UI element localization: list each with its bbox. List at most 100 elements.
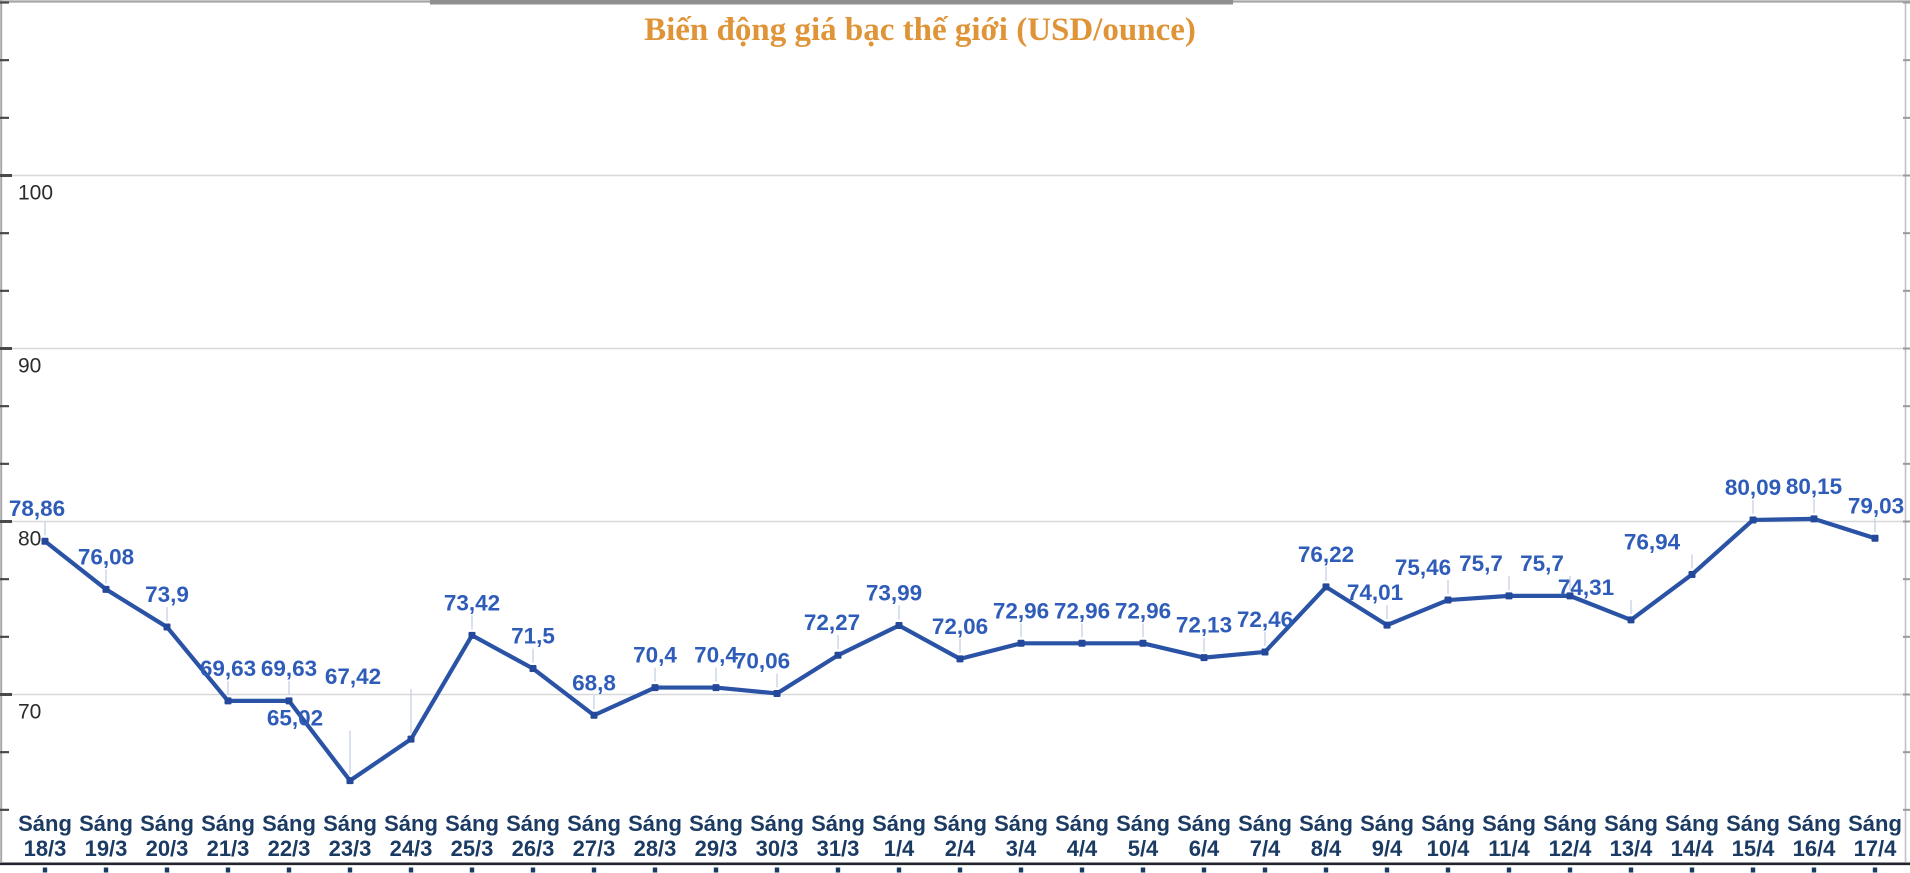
x-axis-tick (591, 867, 597, 873)
x-axis-tick (1079, 867, 1085, 873)
x-axis-category-label: Sáng 19/3 (79, 811, 133, 861)
data-point-marker (102, 585, 110, 593)
data-point-marker (1810, 515, 1818, 523)
x-axis-tick (530, 867, 536, 873)
x-axis-tick (225, 867, 231, 873)
data-point-marker (224, 697, 232, 705)
point-value-label: 65,02 (267, 706, 323, 731)
data-point-marker (1078, 639, 1086, 647)
point-value-label: 75,7 (1459, 551, 1503, 576)
chart-title: Biến động giá bạc thế giới (USD/ounce) (644, 12, 1196, 48)
data-point-marker (773, 689, 781, 697)
data-point-marker (529, 665, 537, 673)
x-axis-category-label: Sáng 18/3 (18, 811, 72, 861)
point-value-label: 78,86 (9, 496, 65, 521)
data-point-marker (1627, 616, 1635, 624)
x-axis-tick (713, 867, 719, 873)
x-axis-category-label: Sáng 30/3 (750, 811, 804, 861)
x-axis-category-label: Sáng 7/4 (1238, 811, 1292, 861)
point-value-label: 74,01 (1347, 580, 1403, 605)
x-axis-category-label: Sáng 29/3 (689, 811, 743, 861)
x-axis-category-label: Sáng 12/4 (1543, 811, 1597, 861)
y-axis-tick-label: 80 (18, 528, 41, 551)
x-axis-category-label: Sáng 23/3 (323, 811, 377, 861)
x-axis-category-label: Sáng 28/3 (628, 811, 682, 861)
x-axis-tick (1384, 867, 1390, 873)
x-axis-tick (42, 867, 48, 873)
x-axis-category-label: Sáng 21/3 (201, 811, 255, 861)
x-axis-category-label: Sáng 20/3 (140, 811, 194, 861)
x-axis-tick (835, 867, 841, 873)
point-value-label: 72,96 (993, 598, 1049, 623)
x-axis-category-label: Sáng 8/4 (1299, 811, 1353, 861)
point-value-label: 72,46 (1237, 607, 1293, 632)
data-point-marker (163, 623, 171, 631)
x-axis-category-label: Sáng 25/3 (445, 811, 499, 861)
data-point-marker (1139, 639, 1147, 647)
point-value-label: 73,42 (444, 590, 500, 615)
data-point-marker (1322, 583, 1330, 591)
x-axis-category-label: Sáng 2/4 (933, 811, 987, 861)
top-scrollbar-thumb[interactable] (430, 0, 1233, 5)
x-axis-tick (1140, 867, 1146, 873)
x-axis-category-label: Sáng 11/4 (1482, 811, 1536, 861)
x-axis-category-label: Sáng 27/3 (567, 811, 621, 861)
data-point-marker (1017, 639, 1025, 647)
x-axis-category-label: Sáng 4/4 (1055, 811, 1109, 861)
data-point-marker (1444, 596, 1452, 604)
x-axis-tick (286, 867, 292, 873)
x-axis-category-label: Sáng 31/3 (811, 811, 865, 861)
x-axis-category-label: Sáng 6/4 (1177, 811, 1231, 861)
data-point-marker (834, 651, 842, 659)
x-axis-tick (469, 867, 475, 873)
x-axis-tick (1445, 867, 1451, 873)
point-value-label: 73,99 (866, 580, 922, 605)
data-point-marker (651, 684, 659, 692)
x-axis-category-label: Sáng 26/3 (506, 811, 560, 861)
x-axis-tick (896, 867, 902, 873)
point-value-label: 71,5 (511, 624, 555, 649)
point-value-label: 70,4 (633, 643, 677, 668)
x-axis-category-label: Sáng 24/3 (384, 811, 438, 861)
point-value-label: 72,13 (1176, 613, 1232, 638)
x-axis-category-label: Sáng 17/4 (1848, 811, 1902, 861)
x-axis-tick (1323, 867, 1329, 873)
x-axis-tick (1506, 867, 1512, 873)
data-point-marker (1566, 592, 1574, 600)
x-axis-tick (1262, 867, 1268, 873)
x-axis-tick (1628, 867, 1634, 873)
x-axis-category-label: Sáng 5/4 (1116, 811, 1170, 861)
point-value-label: 70,06 (734, 648, 790, 673)
data-point-marker (1749, 516, 1757, 524)
y-axis-tick-label: 70 (18, 701, 41, 724)
point-value-label: 69,63 (200, 656, 256, 681)
x-axis-tick (957, 867, 963, 873)
x-axis-category-label: Sáng 16/4 (1787, 811, 1841, 861)
x-axis-tick (103, 867, 109, 873)
x-axis-tick (1750, 867, 1756, 873)
x-axis-tick (774, 867, 780, 873)
point-value-label: 80,15 (1786, 474, 1842, 499)
x-axis-tick (1811, 867, 1817, 873)
x-axis-category-label: Sáng 10/4 (1421, 811, 1475, 861)
point-value-label: 72,06 (932, 614, 988, 639)
data-point-marker (1200, 654, 1208, 662)
x-axis-tick (652, 867, 658, 873)
data-point-marker (712, 684, 720, 692)
data-point-marker (895, 621, 903, 629)
data-point-marker (1505, 592, 1513, 600)
point-value-label: 74,31 (1558, 575, 1614, 600)
point-value-label: 73,9 (145, 582, 189, 607)
data-point-marker (590, 711, 598, 719)
x-axis-category-label: Sáng 22/3 (262, 811, 316, 861)
data-point-marker (41, 537, 49, 545)
data-point-marker (285, 697, 293, 705)
point-value-label: 67,42 (325, 664, 381, 689)
x-axis-category-label: Sáng 15/4 (1726, 811, 1780, 861)
point-value-label: 70,4 (694, 643, 738, 668)
point-value-label: 76,22 (1298, 542, 1354, 567)
x-axis-tick (408, 867, 414, 873)
point-value-label: 76,94 (1624, 529, 1681, 554)
